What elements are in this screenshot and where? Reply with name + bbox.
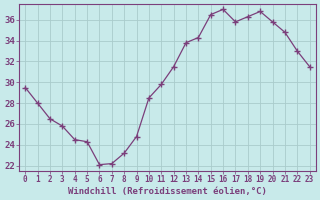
X-axis label: Windchill (Refroidissement éolien,°C): Windchill (Refroidissement éolien,°C) bbox=[68, 187, 267, 196]
